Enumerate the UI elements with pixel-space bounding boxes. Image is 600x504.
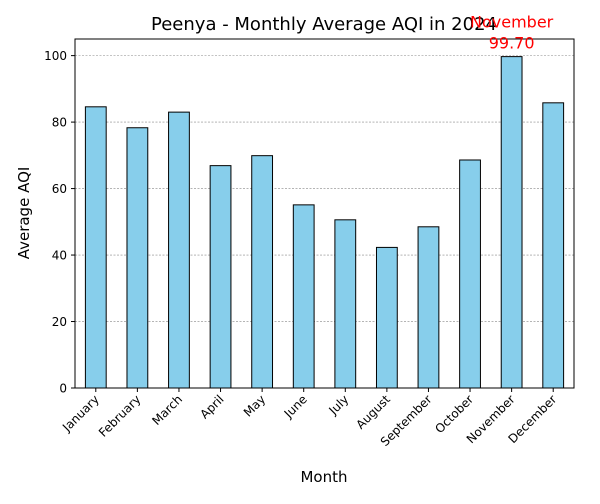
bar-february [126, 127, 149, 389]
bar-july [334, 219, 357, 389]
bar-april [209, 165, 232, 389]
bar-january [84, 106, 107, 389]
x-tick-label: May [241, 392, 268, 419]
bars [84, 56, 565, 389]
bar-december [542, 102, 565, 389]
x-tick-label: August [353, 392, 393, 432]
y-tick-label: 0 [59, 382, 67, 396]
bar-august [375, 246, 398, 389]
chart-title: Peenya - Monthly Average AQI in 2024 [151, 14, 497, 35]
y-tick-label: 20 [52, 315, 67, 329]
x-tick-label: March [149, 392, 185, 428]
y-axis-label: Average AQI [15, 167, 33, 260]
x-tick-label: June [281, 392, 310, 421]
y-tick-label: 60 [52, 182, 67, 196]
annotation-value: 99.70 [489, 34, 535, 53]
x-axis-label: Month [300, 468, 347, 486]
annotation-month: November [470, 13, 554, 32]
x-tick-label: April [197, 392, 226, 421]
bar-november [500, 56, 523, 389]
y-tick-label: 100 [44, 49, 67, 63]
bar-september [417, 226, 440, 389]
bar-march [168, 111, 190, 389]
annotations: November 99.70 [470, 13, 554, 53]
bar-june [292, 204, 315, 389]
plot-frame [74, 38, 575, 389]
x-tick-label: February [96, 392, 144, 440]
x-tick-label: July [326, 392, 352, 418]
y-tick-label: 40 [52, 249, 67, 263]
y-tick-label: 80 [52, 116, 67, 130]
gridlines [75, 55, 574, 389]
bar-october [459, 159, 481, 389]
x-tick-label: January [59, 392, 102, 435]
bar-may [251, 155, 274, 389]
